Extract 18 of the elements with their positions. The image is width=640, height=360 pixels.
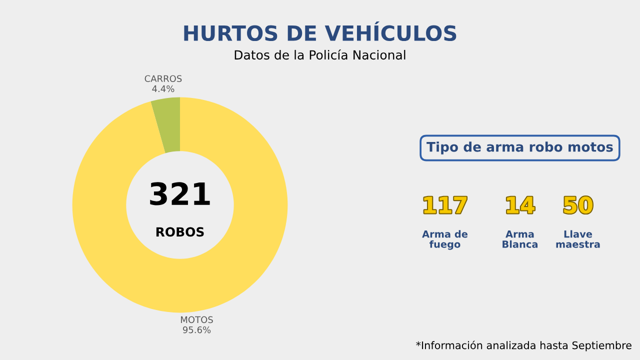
text: Datos de la Policía Nacional: [234, 49, 406, 60]
text: *Información analizada hasta Septiembre: [416, 340, 632, 352]
data-label: 50: [564, 196, 592, 214]
text: 321: [150, 182, 210, 206]
category-label: Arma de fuego: [422, 230, 468, 250]
chart-title: HURTOS DE VEHÍCULOS: [184, 21, 456, 42]
donut-slice: [150, 97, 180, 154]
data-label: 95.6%: [182, 326, 211, 334]
text: Tipo de arma robo motos: [426, 142, 613, 154]
category-label: Llave maestra: [556, 230, 600, 248]
data-label: 117: [424, 196, 466, 214]
slice-label: CARROS: [144, 75, 182, 82]
slice-label: MOTOS: [181, 316, 213, 324]
category-label: Arma Blanca: [502, 230, 538, 248]
data-label: 4.4%: [152, 85, 174, 92]
data-label: 14: [507, 196, 534, 214]
donut-slice: [72, 97, 288, 313]
text: ROBOS: [156, 227, 204, 237]
